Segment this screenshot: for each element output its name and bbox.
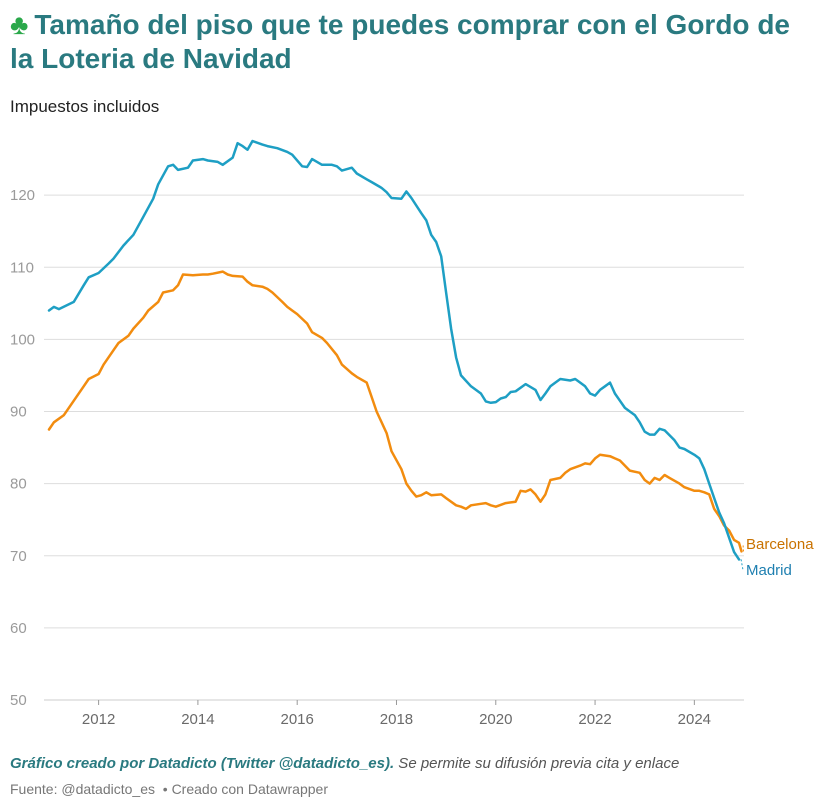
y-tick-label-120: 120 xyxy=(10,187,35,204)
credit-bold: Gráfico creado por Datadicto (Twitter @d… xyxy=(10,755,395,772)
source-line: Fuente: @datadicto_es • Creado con Dataw… xyxy=(10,781,328,797)
source-value: @datadicto_es xyxy=(61,781,155,797)
grid-lines xyxy=(44,194,744,701)
y-tick-label-100: 100 xyxy=(10,331,35,348)
credit-rest: Se permite su difusión previa cita y enl… xyxy=(394,755,680,772)
x-tick-label-2016: 2016 xyxy=(281,711,314,728)
y-tick-label-90: 90 xyxy=(10,404,27,421)
series-label-madrid: Madrid xyxy=(746,562,792,579)
y-axis-ticks: 50 60 70 80 90 100 110 120 xyxy=(10,187,35,709)
x-tick-label-2024: 2024 xyxy=(678,711,711,728)
series-label-barcelona: Barcelona xyxy=(746,536,814,553)
series-label-connector-madrid xyxy=(740,559,744,571)
y-tick-label-80: 80 xyxy=(10,476,27,493)
chart-title: ♣ Tamaño del piso que te puedes comprar c… xyxy=(10,8,810,76)
series-line-madrid xyxy=(47,139,741,561)
y-tick-label-50: 50 xyxy=(10,692,27,709)
x-tick-label-2018: 2018 xyxy=(380,711,413,728)
x-tick-label-2020: 2020 xyxy=(479,711,512,728)
chart-title-text: Tamaño del piso que te puedes comprar co… xyxy=(10,9,790,74)
y-tick-label-70: 70 xyxy=(10,548,27,565)
line-chart: 50 60 70 80 90 100 110 120 2012 2014 2016 2018 2020… xyxy=(10,139,814,728)
x-tick-label-2012: 2012 xyxy=(82,711,115,728)
source-label: Fuente: xyxy=(10,781,58,797)
made-with: Creado con Datawrapper xyxy=(171,781,328,797)
series-lines xyxy=(47,139,743,561)
x-axis-ticks: 2012 2014 2016 2018 2020 2022 2024 xyxy=(82,700,711,728)
x-tick-label-2014: 2014 xyxy=(181,711,214,728)
series-line-barcelona xyxy=(47,270,743,553)
y-tick-label-60: 60 xyxy=(10,620,27,637)
chart-subtitle: Impuestos incluidos xyxy=(10,97,160,116)
x-tick-label-2022: 2022 xyxy=(578,711,611,728)
y-tick-label-110: 110 xyxy=(10,259,34,276)
series-label-connector-barcelona xyxy=(742,543,745,552)
clover-icon: ♣ xyxy=(10,9,29,40)
credit-line: Gráfico creado por Datadicto (Twitter @d… xyxy=(10,755,679,772)
series-labels: Barcelona Madrid xyxy=(740,536,814,579)
